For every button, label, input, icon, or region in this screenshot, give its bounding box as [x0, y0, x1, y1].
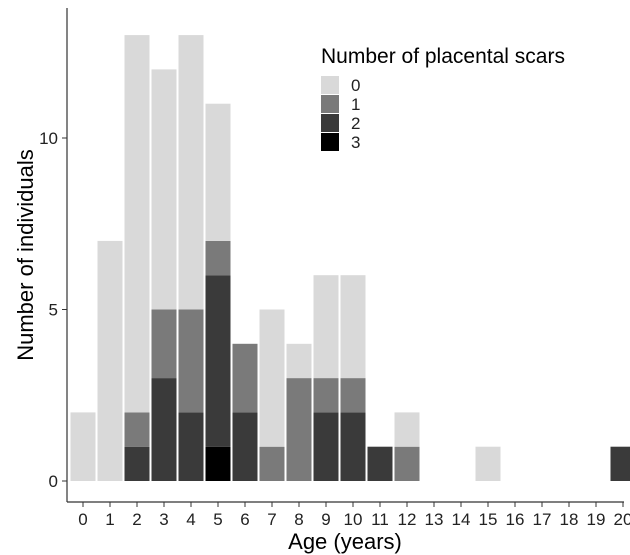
bar-segment-age-12-scars-0 [394, 412, 420, 447]
x-tick-label: 16 [506, 510, 525, 529]
legend-title: Number of placental scars [321, 45, 565, 68]
bar-segment-age-8-scars-0 [286, 343, 312, 379]
x-tick-label: 12 [398, 510, 417, 529]
bar-segment-age-15-scars-0 [475, 446, 501, 481]
bar-segment-age-3-scars-0 [151, 69, 177, 310]
x-tick-label: 7 [267, 510, 276, 529]
bar-segment-age-8-scars-1 [286, 378, 312, 481]
bar-segment-age-7-scars-0 [259, 309, 285, 447]
bar-segment-age-9-scars-0 [313, 275, 339, 379]
bar-segment-age-1-scars-0 [97, 240, 123, 481]
x-tick-label: 15 [479, 510, 498, 529]
x-tick-label: 14 [452, 510, 471, 529]
legend-key-scars-1 [321, 95, 339, 113]
bar-segment-age-5-scars-2 [205, 275, 231, 447]
bar-segment-age-10-scars-2 [340, 412, 366, 481]
y-axis-ticks: 0 5 10 [39, 129, 67, 491]
x-tick-label: 20 [614, 510, 630, 529]
y-tick-label: 10 [39, 129, 58, 148]
bars-group [70, 35, 630, 481]
bar-segment-age-12-scars-1 [394, 446, 420, 481]
x-tick-label: 18 [560, 510, 579, 529]
bar-segment-age-9-scars-2 [313, 412, 339, 481]
x-tick-label: 0 [78, 510, 87, 529]
legend-label-scars-1: 1 [351, 95, 360, 114]
bar-segment-age-4-scars-2 [178, 412, 204, 481]
bar-segment-age-4-scars-1 [178, 309, 204, 413]
bar-segment-age-10-scars-1 [340, 378, 366, 413]
legend-key-scars-2 [321, 114, 339, 132]
bar-segment-age-3-scars-2 [151, 378, 177, 481]
bar-segment-age-2-scars-2 [124, 446, 150, 481]
x-tick-label: 17 [533, 510, 552, 529]
bar-segment-age-0-scars-0 [70, 412, 96, 481]
x-tick-label: 19 [587, 510, 606, 529]
bar-segment-age-11-scars-2 [367, 446, 393, 481]
bar-segment-age-6-scars-1 [232, 343, 258, 413]
bar-segment-age-2-scars-0 [124, 35, 150, 413]
legend-label-scars-0: 0 [351, 76, 360, 95]
x-tick-label: 10 [344, 510, 363, 529]
x-tick-label: 2 [132, 510, 141, 529]
bar-segment-age-3-scars-1 [151, 309, 177, 379]
x-tick-label: 11 [371, 510, 389, 529]
x-tick-label: 5 [213, 510, 222, 529]
legend-label-scars-2: 2 [351, 114, 360, 133]
bar-segment-age-4-scars-0 [178, 35, 204, 310]
x-axis-ticks: 0 1 2 3 4 5 6 7 8 9 10 11 12 13 14 15 16 17 18 19 20 [78, 502, 630, 529]
bar-segment-age-5-scars-0 [205, 103, 231, 241]
legend-key-scars-3 [321, 133, 339, 151]
x-tick-label: 8 [294, 510, 303, 529]
y-tick-label: 5 [49, 301, 58, 320]
bar-segment-age-9-scars-1 [313, 378, 339, 413]
bar-segment-age-5-scars-1 [205, 240, 231, 276]
y-tick-label: 0 [49, 472, 58, 491]
x-tick-label: 6 [240, 510, 249, 529]
bar-segment-age-2-scars-1 [124, 412, 150, 447]
x-tick-label: 1 [105, 510, 114, 529]
x-tick-label: 13 [425, 510, 444, 529]
bar-segment-age-5-scars-3 [205, 446, 231, 481]
bar-segment-age-7-scars-1 [259, 446, 285, 481]
x-tick-label: 3 [159, 510, 168, 529]
legend-key-scars-0 [321, 76, 339, 94]
x-axis-title: Age (years) [288, 529, 402, 554]
x-tick-label: 4 [186, 510, 195, 529]
legend-label-scars-3: 3 [351, 133, 360, 152]
y-axis-title: Number of individuals [13, 149, 38, 361]
bar-segment-age-20-scars-2 [610, 446, 630, 481]
bar-segment-age-10-scars-0 [340, 275, 366, 379]
x-tick-label: 9 [321, 510, 330, 529]
bar-segment-age-6-scars-2 [232, 412, 258, 481]
